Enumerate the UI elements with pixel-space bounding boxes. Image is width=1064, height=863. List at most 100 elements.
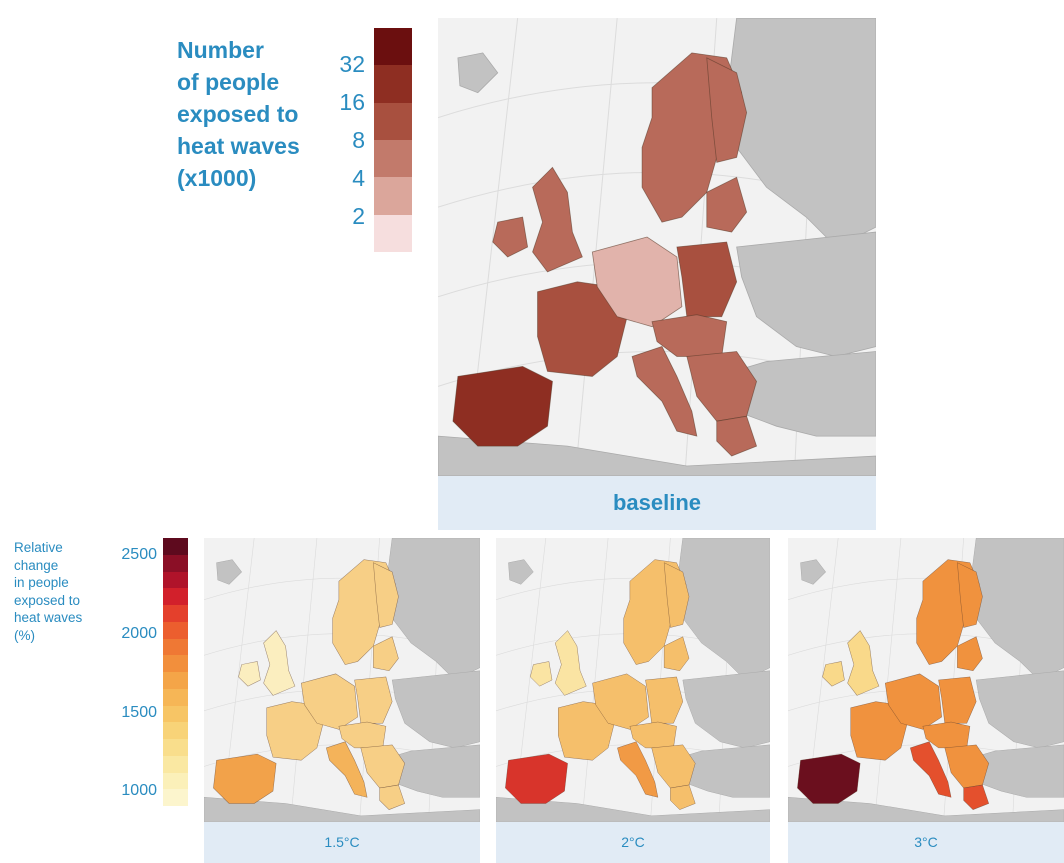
scale-swatch <box>163 772 188 790</box>
region-france <box>558 701 615 761</box>
map-2c <box>496 538 770 822</box>
region-france <box>850 701 908 761</box>
scale-swatch <box>163 739 188 756</box>
region-poland <box>645 676 684 724</box>
region-benelux-germany <box>300 673 358 730</box>
scenario-legend-tick: 2000 <box>121 625 157 642</box>
region-italy <box>617 741 659 798</box>
scale-swatch <box>374 177 412 215</box>
baseline-caption: baseline <box>438 476 876 530</box>
europe-map-svg <box>204 538 480 822</box>
non-eu-land <box>496 797 770 822</box>
graticule-line <box>574 18 618 476</box>
caption-1-5c: 1.5°C <box>204 822 480 863</box>
graticule-line <box>874 538 902 822</box>
non-eu-land <box>391 670 480 749</box>
baseline-legend-tick: 2 <box>352 203 365 229</box>
region-baltics <box>706 176 748 233</box>
non-eu-land <box>788 797 1064 822</box>
graticule-line <box>581 538 609 822</box>
baseline-legend-title: Number of people exposed to heat waves (… <box>177 34 327 194</box>
region-greece <box>963 784 990 810</box>
scale-swatch <box>163 688 188 706</box>
region-ireland <box>529 661 553 687</box>
scale-swatch <box>163 755 188 773</box>
region-ireland <box>492 216 529 258</box>
baseline-map <box>438 18 876 476</box>
legend-title-line: in people <box>14 575 69 590</box>
region-ireland <box>238 661 261 687</box>
scale-swatch <box>163 605 188 622</box>
scale-swatch <box>163 621 188 639</box>
baseline-legend-tick: 16 <box>339 89 365 115</box>
scenario-legend-tick: 1000 <box>121 782 157 799</box>
non-eu-land <box>682 670 770 749</box>
region-poland <box>938 676 977 724</box>
non-eu-land <box>457 52 499 94</box>
scenario-color-scale <box>163 538 188 806</box>
non-eu-land <box>800 559 826 585</box>
scale-swatch <box>163 588 188 605</box>
region-uk <box>847 630 880 696</box>
scale-swatch <box>163 554 188 572</box>
legend-title-line: exposed to <box>177 101 299 127</box>
europe-map-svg <box>788 538 1064 822</box>
region-benelux-germany <box>884 673 942 730</box>
scale-swatch <box>163 571 188 589</box>
caption-3c: 3°C <box>788 822 1064 863</box>
map-3c <box>788 538 1064 822</box>
region-baltics <box>663 636 690 672</box>
baseline-legend-tick: 32 <box>339 51 365 77</box>
scale-swatch <box>374 214 412 252</box>
scale-swatch <box>374 139 412 178</box>
legend-title-line: Number <box>177 37 264 63</box>
region-uk <box>532 166 583 273</box>
region-greece <box>716 415 758 457</box>
scale-swatch <box>374 65 412 103</box>
scale-swatch <box>163 705 188 723</box>
europe-map-svg <box>438 18 876 476</box>
map-1-5c <box>204 538 480 822</box>
legend-title-line: change <box>14 557 59 573</box>
non-eu-land <box>216 559 242 585</box>
region-benelux-germany <box>591 236 683 328</box>
legend-title-line: (x1000) <box>177 165 257 191</box>
non-eu-land <box>204 797 480 822</box>
scale-swatch <box>163 655 188 672</box>
region-uk <box>263 630 296 696</box>
scenario-legend-tick: 1500 <box>121 704 157 721</box>
scale-swatch <box>374 102 412 140</box>
baseline-color-scale <box>374 28 412 252</box>
scale-swatch <box>163 672 188 689</box>
region-ireland <box>822 661 845 687</box>
scale-swatch <box>163 538 188 555</box>
region-italy <box>326 741 368 798</box>
region-baltics <box>373 636 399 672</box>
region-benelux-germany <box>592 673 649 730</box>
scale-swatch <box>163 638 188 656</box>
non-eu-land <box>975 670 1064 749</box>
region-finland <box>706 57 748 163</box>
region-france <box>537 281 628 377</box>
region-baltics <box>957 636 983 672</box>
non-eu-land <box>736 231 876 357</box>
region-greece <box>670 784 696 810</box>
region-iberia <box>452 366 553 447</box>
non-eu-land <box>508 559 534 585</box>
region-finland <box>663 562 690 628</box>
scale-swatch <box>163 722 188 739</box>
legend-title-line: Relative <box>14 540 63 555</box>
region-italy <box>631 346 698 437</box>
scale-swatch <box>163 789 188 806</box>
scenario-legend-tick: 2500 <box>121 546 157 563</box>
legend-title-line: of people <box>177 69 280 95</box>
legend-title-line: exposed to <box>14 592 81 608</box>
legend-title-line: heat waves <box>14 610 83 625</box>
region-uk <box>554 630 587 696</box>
baseline-legend-tick: 4 <box>352 165 365 191</box>
legend-title-line: (%) <box>14 627 35 643</box>
region-poland <box>354 676 393 724</box>
baseline-legend-tick: 8 <box>352 127 365 153</box>
region-iberia <box>797 753 861 804</box>
region-poland <box>676 241 738 318</box>
